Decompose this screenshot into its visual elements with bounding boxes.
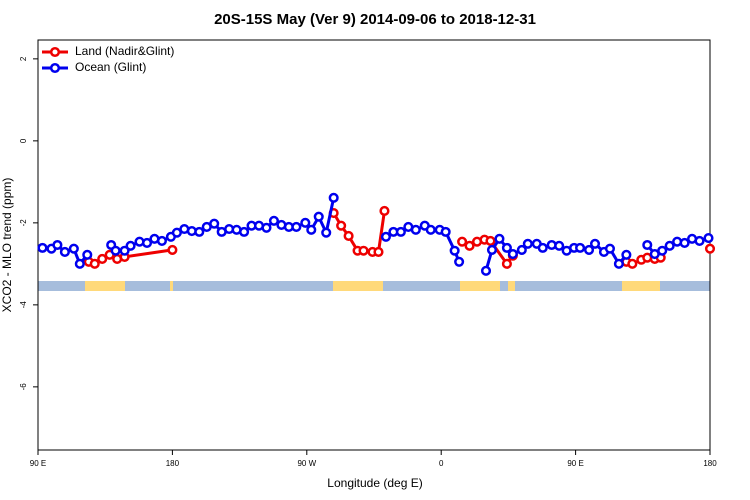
point bbox=[313, 211, 324, 222]
point bbox=[494, 233, 505, 244]
point bbox=[486, 244, 498, 255]
point bbox=[321, 227, 332, 238]
point bbox=[300, 217, 311, 228]
point bbox=[480, 265, 492, 276]
series-line bbox=[89, 211, 710, 264]
chart-title: 20S-15S May (Ver 9) 2014-09-06 to 2018-1… bbox=[214, 11, 536, 28]
y-tick-label: 2 bbox=[19, 56, 28, 61]
land-strip bbox=[622, 281, 660, 291]
point bbox=[657, 245, 668, 256]
y-axis-label: XCO2 - MLO trend (ppm) bbox=[0, 178, 14, 313]
point bbox=[343, 230, 354, 242]
point bbox=[554, 240, 565, 251]
series-line bbox=[42, 197, 709, 272]
point bbox=[239, 226, 250, 237]
legend-label: Land (Nadir&Glint) bbox=[75, 44, 174, 58]
point bbox=[59, 246, 70, 258]
point bbox=[642, 239, 653, 251]
point bbox=[82, 249, 93, 260]
point bbox=[516, 244, 527, 255]
point bbox=[575, 242, 586, 253]
point bbox=[694, 235, 705, 246]
point bbox=[522, 238, 533, 249]
y-tick-label: 0 bbox=[19, 138, 28, 143]
point bbox=[410, 224, 421, 235]
x-tick-label: 90 E bbox=[567, 459, 583, 468]
x-axis-label: Longitude (deg E) bbox=[327, 476, 422, 490]
point bbox=[604, 243, 615, 254]
y-tick-label: -6 bbox=[19, 383, 28, 391]
point bbox=[125, 240, 136, 251]
point bbox=[141, 237, 153, 248]
point bbox=[449, 245, 460, 256]
land-strip bbox=[333, 281, 383, 291]
point bbox=[268, 215, 279, 226]
point bbox=[110, 245, 121, 256]
point bbox=[194, 226, 205, 237]
land-strip bbox=[170, 281, 173, 291]
point bbox=[507, 248, 518, 260]
point bbox=[171, 227, 182, 238]
point bbox=[454, 256, 465, 267]
legend-marker bbox=[49, 62, 61, 74]
point bbox=[119, 245, 130, 256]
point bbox=[464, 240, 475, 251]
point bbox=[627, 258, 638, 269]
y-tick-label: -4 bbox=[19, 301, 28, 309]
point bbox=[457, 236, 468, 247]
y-tick-label: -2 bbox=[19, 219, 28, 227]
x-tick-label: 0 bbox=[439, 459, 444, 468]
point bbox=[167, 244, 178, 255]
surface-strip bbox=[38, 281, 710, 291]
point bbox=[328, 192, 339, 203]
point bbox=[261, 222, 272, 233]
point bbox=[291, 221, 302, 233]
point bbox=[501, 242, 512, 253]
point bbox=[74, 258, 85, 269]
point bbox=[380, 231, 391, 242]
point bbox=[358, 245, 369, 256]
x-tick-label: 180 bbox=[703, 459, 717, 468]
land-strip bbox=[85, 281, 125, 291]
point bbox=[89, 258, 100, 269]
point bbox=[583, 244, 595, 255]
point bbox=[373, 246, 384, 258]
point bbox=[209, 218, 220, 229]
point bbox=[97, 253, 108, 264]
point bbox=[395, 226, 406, 237]
point bbox=[485, 235, 496, 246]
point bbox=[379, 205, 390, 217]
point bbox=[703, 232, 714, 244]
point bbox=[52, 239, 63, 251]
point bbox=[306, 224, 317, 235]
point bbox=[336, 220, 347, 231]
point bbox=[537, 242, 548, 253]
point bbox=[440, 226, 451, 237]
point bbox=[37, 242, 48, 253]
legend-marker bbox=[49, 46, 61, 58]
point bbox=[621, 249, 632, 260]
point bbox=[704, 243, 716, 254]
point bbox=[664, 240, 675, 251]
land-strip bbox=[508, 281, 515, 291]
land-strip bbox=[460, 281, 500, 291]
point bbox=[679, 237, 690, 248]
point bbox=[589, 238, 601, 249]
point bbox=[425, 224, 436, 235]
x-tick-label: 90 W bbox=[297, 459, 316, 468]
x-tick-label: 90 E bbox=[30, 459, 46, 468]
point bbox=[501, 258, 512, 269]
x-tick-label: 180 bbox=[166, 459, 180, 468]
point bbox=[613, 258, 624, 269]
legend-label: Ocean (Glint) bbox=[75, 60, 146, 74]
point bbox=[68, 243, 79, 254]
point bbox=[156, 235, 167, 246]
